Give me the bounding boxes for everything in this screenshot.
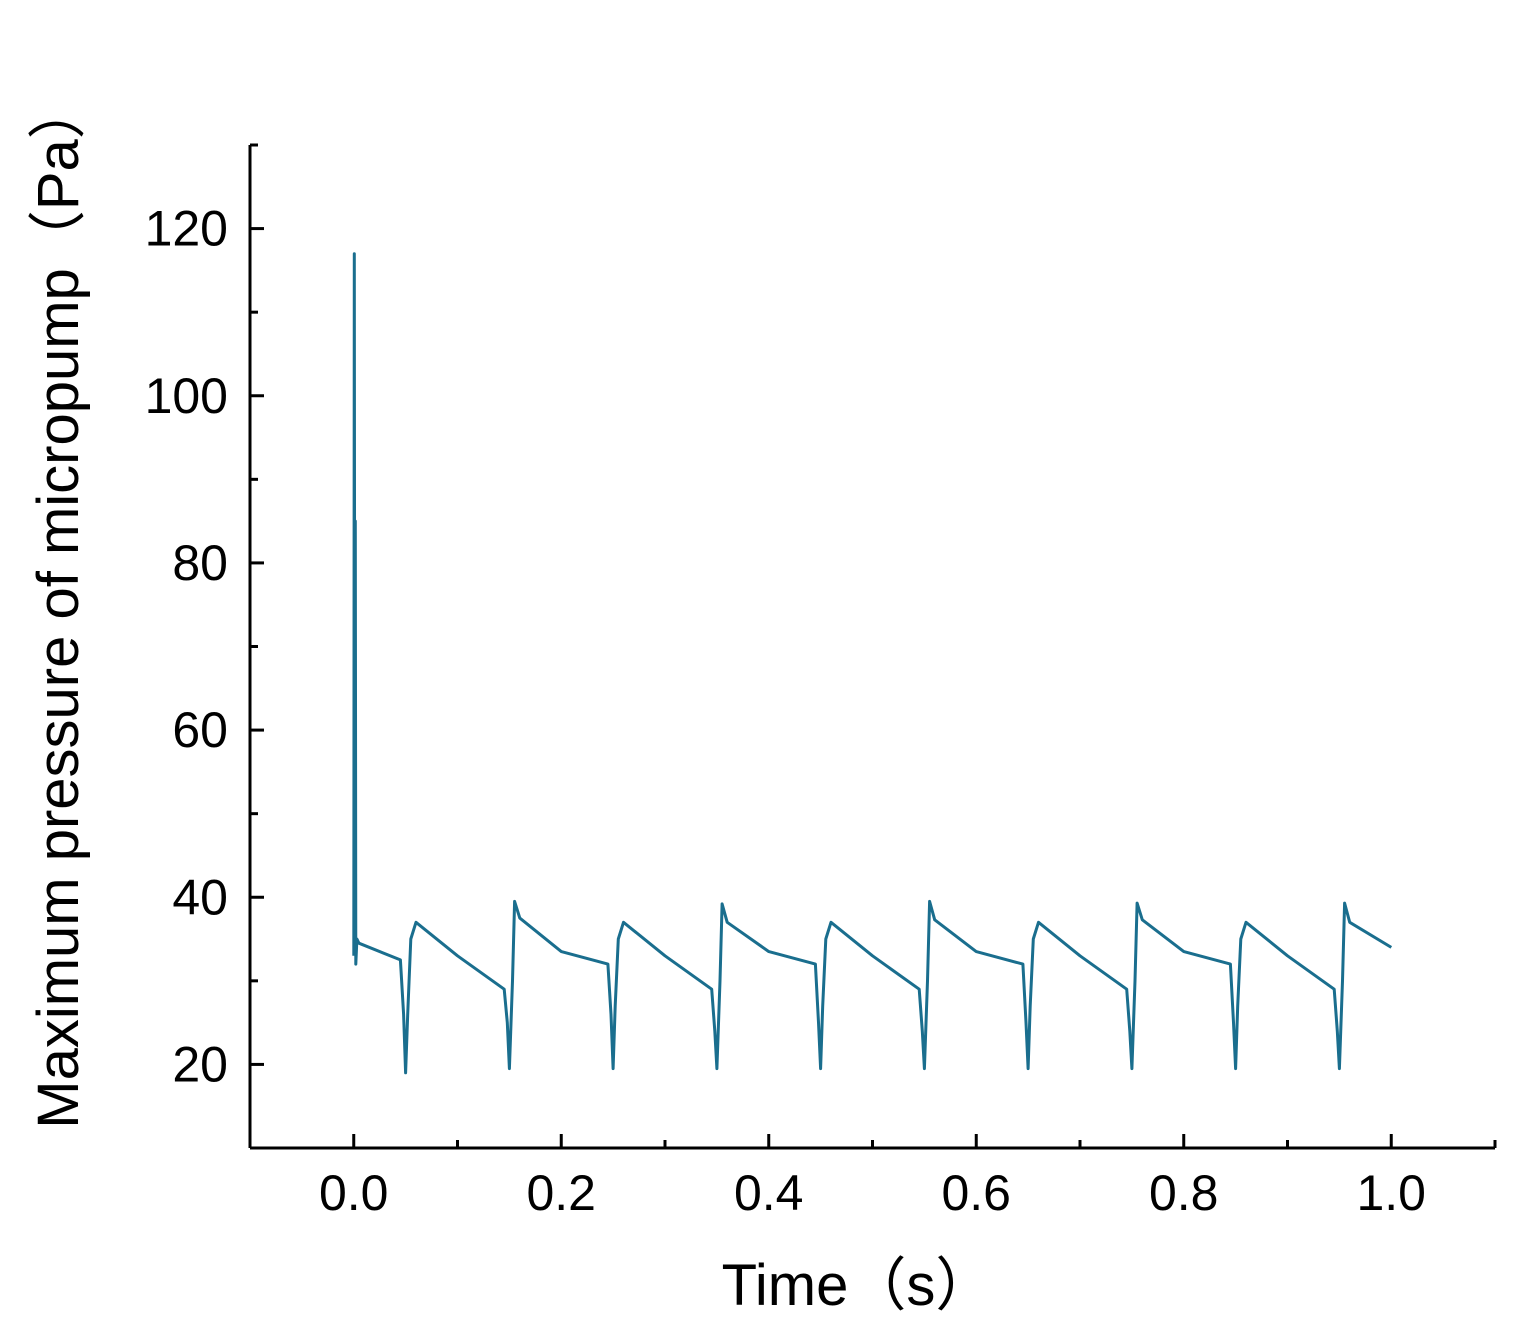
- x-tick-label: 0.0: [319, 1165, 389, 1221]
- ticks: 0.0 0.2 0.4 0.6 0.8 1.0 20 40 60 80 100 120: [145, 143, 1497, 1221]
- x-axis-title: Time（s）: [722, 1253, 994, 1318]
- series: [352, 252, 1393, 1075]
- x-tick-label: 0.4: [734, 1165, 804, 1221]
- x-tick-label: 1.0: [1356, 1165, 1426, 1221]
- y-tick-label: 120: [145, 201, 228, 257]
- y-tick-label: 40: [172, 869, 228, 925]
- y-tick-label: 80: [172, 535, 228, 591]
- x-tick-label: 0.6: [941, 1165, 1011, 1221]
- y-tick-label: 100: [145, 368, 228, 424]
- x-tick-label: 0.8: [1149, 1165, 1219, 1221]
- x-tick-label: 0.2: [526, 1165, 596, 1221]
- series-line: [352, 252, 1393, 1075]
- y-tick-label: 20: [172, 1036, 228, 1092]
- y-axis-title: Maximum pressure of micropump（Pa）: [26, 81, 91, 1129]
- y-tick-label: 60: [172, 702, 228, 758]
- axes: [248, 145, 1495, 1150]
